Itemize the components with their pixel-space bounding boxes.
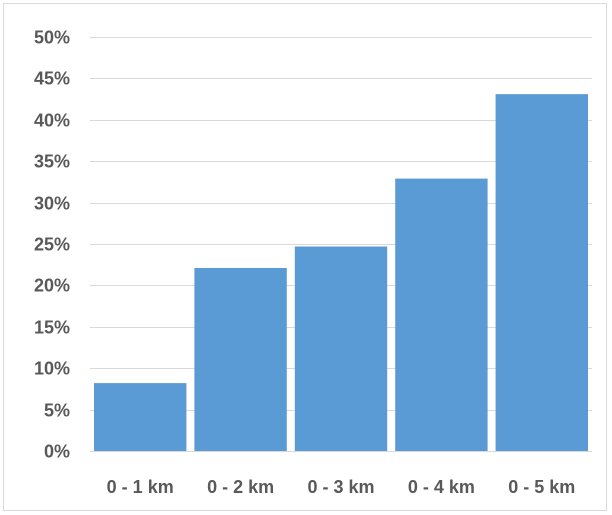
x-tick-label: 0 - 5 km <box>508 477 575 497</box>
x-tick-label: 0 - 1 km <box>107 477 174 497</box>
y-tick-label: 25% <box>34 235 70 255</box>
bar <box>194 268 287 451</box>
y-tick-label: 35% <box>34 152 70 172</box>
y-axis-tick-labels: 0% 5% 10% 15% 20% 25% 30% 35% 40% 45% 50% <box>34 28 70 462</box>
y-tick-label: 20% <box>34 276 70 296</box>
x-tick-label: 0 - 4 km <box>408 477 475 497</box>
bar <box>294 246 388 451</box>
y-tick-label: 50% <box>34 28 70 48</box>
y-tick-label: 0% <box>44 442 70 462</box>
y-tick-label: 30% <box>34 194 70 214</box>
y-tick-label: 10% <box>34 359 70 379</box>
bar <box>395 178 488 451</box>
bars <box>94 94 588 451</box>
x-tick-label: 0 - 3 km <box>307 477 374 497</box>
y-tick-label: 45% <box>34 69 70 89</box>
bar <box>495 94 588 451</box>
x-tick-label: 0 - 2 km <box>207 477 274 497</box>
y-tick-label: 5% <box>44 401 70 421</box>
y-tick-label: 15% <box>34 318 70 338</box>
bar <box>94 383 187 451</box>
y-tick-label: 40% <box>34 111 70 131</box>
x-axis-tick-labels: 0 - 1 km 0 - 2 km 0 - 3 km 0 - 4 km 0 - 5 km <box>107 477 576 497</box>
